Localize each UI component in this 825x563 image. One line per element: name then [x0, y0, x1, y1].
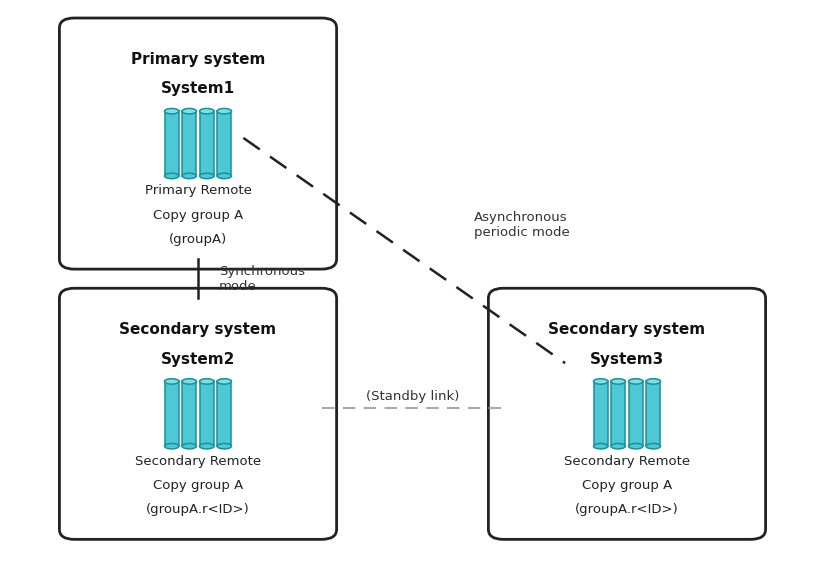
- Text: Copy group A: Copy group A: [153, 479, 243, 492]
- Text: (groupA.r<ID>): (groupA.r<ID>): [146, 503, 250, 516]
- FancyBboxPatch shape: [488, 288, 766, 539]
- Ellipse shape: [593, 444, 608, 449]
- Ellipse shape: [217, 173, 232, 178]
- Ellipse shape: [164, 109, 179, 114]
- Text: Copy group A: Copy group A: [582, 479, 672, 492]
- Text: Primary Remote: Primary Remote: [144, 185, 252, 198]
- Bar: [164, 382, 179, 446]
- Bar: [217, 111, 232, 176]
- Ellipse shape: [164, 379, 179, 384]
- Bar: [200, 382, 214, 446]
- Ellipse shape: [217, 379, 232, 384]
- Ellipse shape: [200, 444, 214, 449]
- Text: System2: System2: [161, 352, 235, 367]
- Text: (Standby link): (Standby link): [365, 390, 460, 404]
- Ellipse shape: [182, 444, 196, 449]
- Bar: [217, 382, 232, 446]
- Text: Asynchronous
periodic mode: Asynchronous periodic mode: [474, 211, 570, 239]
- Text: Secondary Remote: Secondary Remote: [135, 455, 261, 468]
- Ellipse shape: [164, 173, 179, 178]
- Text: Copy group A: Copy group A: [153, 209, 243, 222]
- FancyBboxPatch shape: [59, 288, 337, 539]
- Ellipse shape: [611, 379, 625, 384]
- Text: (groupA): (groupA): [169, 233, 227, 246]
- Text: (groupA.r<ID>): (groupA.r<ID>): [575, 503, 679, 516]
- Text: Secondary Remote: Secondary Remote: [564, 455, 690, 468]
- Bar: [164, 111, 179, 176]
- Ellipse shape: [217, 444, 232, 449]
- Ellipse shape: [200, 173, 214, 178]
- Bar: [182, 111, 196, 176]
- Ellipse shape: [217, 109, 232, 114]
- Ellipse shape: [182, 109, 196, 114]
- Ellipse shape: [200, 379, 214, 384]
- Text: Secondary system: Secondary system: [120, 322, 276, 337]
- Bar: [593, 382, 608, 446]
- FancyBboxPatch shape: [59, 18, 337, 269]
- Text: Primary system: Primary system: [131, 52, 265, 66]
- Ellipse shape: [611, 444, 625, 449]
- Ellipse shape: [182, 173, 196, 178]
- Bar: [182, 382, 196, 446]
- Text: System1: System1: [161, 82, 235, 96]
- Ellipse shape: [629, 444, 643, 449]
- Text: System3: System3: [590, 352, 664, 367]
- Bar: [611, 382, 625, 446]
- Bar: [629, 382, 643, 446]
- Ellipse shape: [182, 379, 196, 384]
- Ellipse shape: [200, 109, 214, 114]
- Text: Synchronous
mode: Synchronous mode: [219, 265, 304, 293]
- Ellipse shape: [593, 379, 608, 384]
- Ellipse shape: [629, 379, 643, 384]
- Text: Secondary system: Secondary system: [549, 322, 705, 337]
- Bar: [200, 111, 214, 176]
- Ellipse shape: [646, 444, 661, 449]
- Bar: [646, 382, 661, 446]
- Ellipse shape: [164, 444, 179, 449]
- Ellipse shape: [646, 379, 661, 384]
